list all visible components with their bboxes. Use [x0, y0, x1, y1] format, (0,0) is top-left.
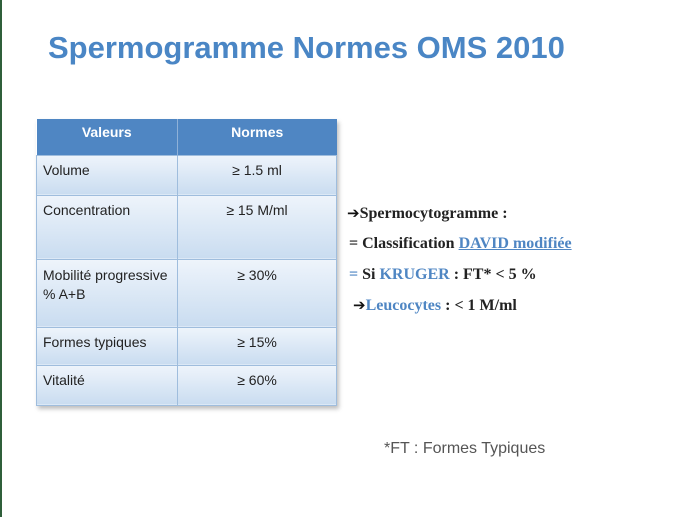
cell-norme: ≥ 15%: [177, 326, 337, 366]
note-kruger: = Si KRUGER : FT* < 5 %: [349, 266, 537, 284]
footnote: *FT : Formes Typiques: [384, 440, 546, 457]
david-link[interactable]: DAVID modifiée: [458, 235, 572, 252]
table-row: Formes typiques ≥ 15%: [36, 326, 337, 366]
norms-table: Valeurs Normes Volume ≥ 1.5 ml Concentra…: [36, 119, 337, 406]
note-text: = Classification: [349, 235, 455, 252]
header-normes: Normes: [177, 119, 337, 155]
cell-norme: ≥ 1.5 ml: [177, 154, 337, 196]
note-leucocytes-label: Leucocytes: [365, 297, 442, 314]
header-valeurs: Valeurs: [36, 119, 178, 155]
table-row: Concentration ≥ 15 M/ml: [36, 194, 337, 260]
cell-valeur: Volume: [36, 154, 178, 196]
table-row: Volume ≥ 1.5 ml: [36, 154, 337, 196]
note-text: : FT* < 5 %: [453, 266, 537, 283]
cell-valeur: Mobilité progressive % A+B: [36, 258, 178, 328]
arrow-right-icon: ➔: [353, 296, 366, 314]
cell-norme: ≥ 30%: [177, 258, 337, 328]
note-classification: = Classification DAVID modifiée: [349, 235, 572, 253]
note-text: Spermocytogramme :: [359, 205, 508, 222]
note-text: : < 1 M/ml: [445, 297, 517, 314]
table-header-row: Valeurs Normes: [36, 119, 337, 155]
cell-valeur: Vitalité: [36, 364, 178, 406]
cell-valeur: Formes typiques: [36, 326, 178, 366]
note-leucocytes: ➔Leucocytes : < 1 M/ml: [353, 296, 517, 315]
table-row: Mobilité progressive % A+B ≥ 30%: [36, 258, 337, 328]
arrow-right-icon: ➔: [347, 204, 360, 222]
note-si: Si: [362, 266, 376, 283]
cell-valeur: Concentration: [36, 194, 178, 260]
slide-title: Spermogramme Normes OMS 2010: [48, 30, 565, 65]
note-spermocytogramme: ➔Spermocytogramme :: [347, 204, 508, 223]
table-row: Vitalité ≥ 60%: [36, 364, 337, 406]
cell-norme: ≥ 60%: [177, 364, 337, 406]
note-equals: =: [349, 266, 359, 283]
note-kruger-label: KRUGER: [379, 266, 450, 283]
cell-norme: ≥ 15 M/ml: [177, 194, 337, 260]
